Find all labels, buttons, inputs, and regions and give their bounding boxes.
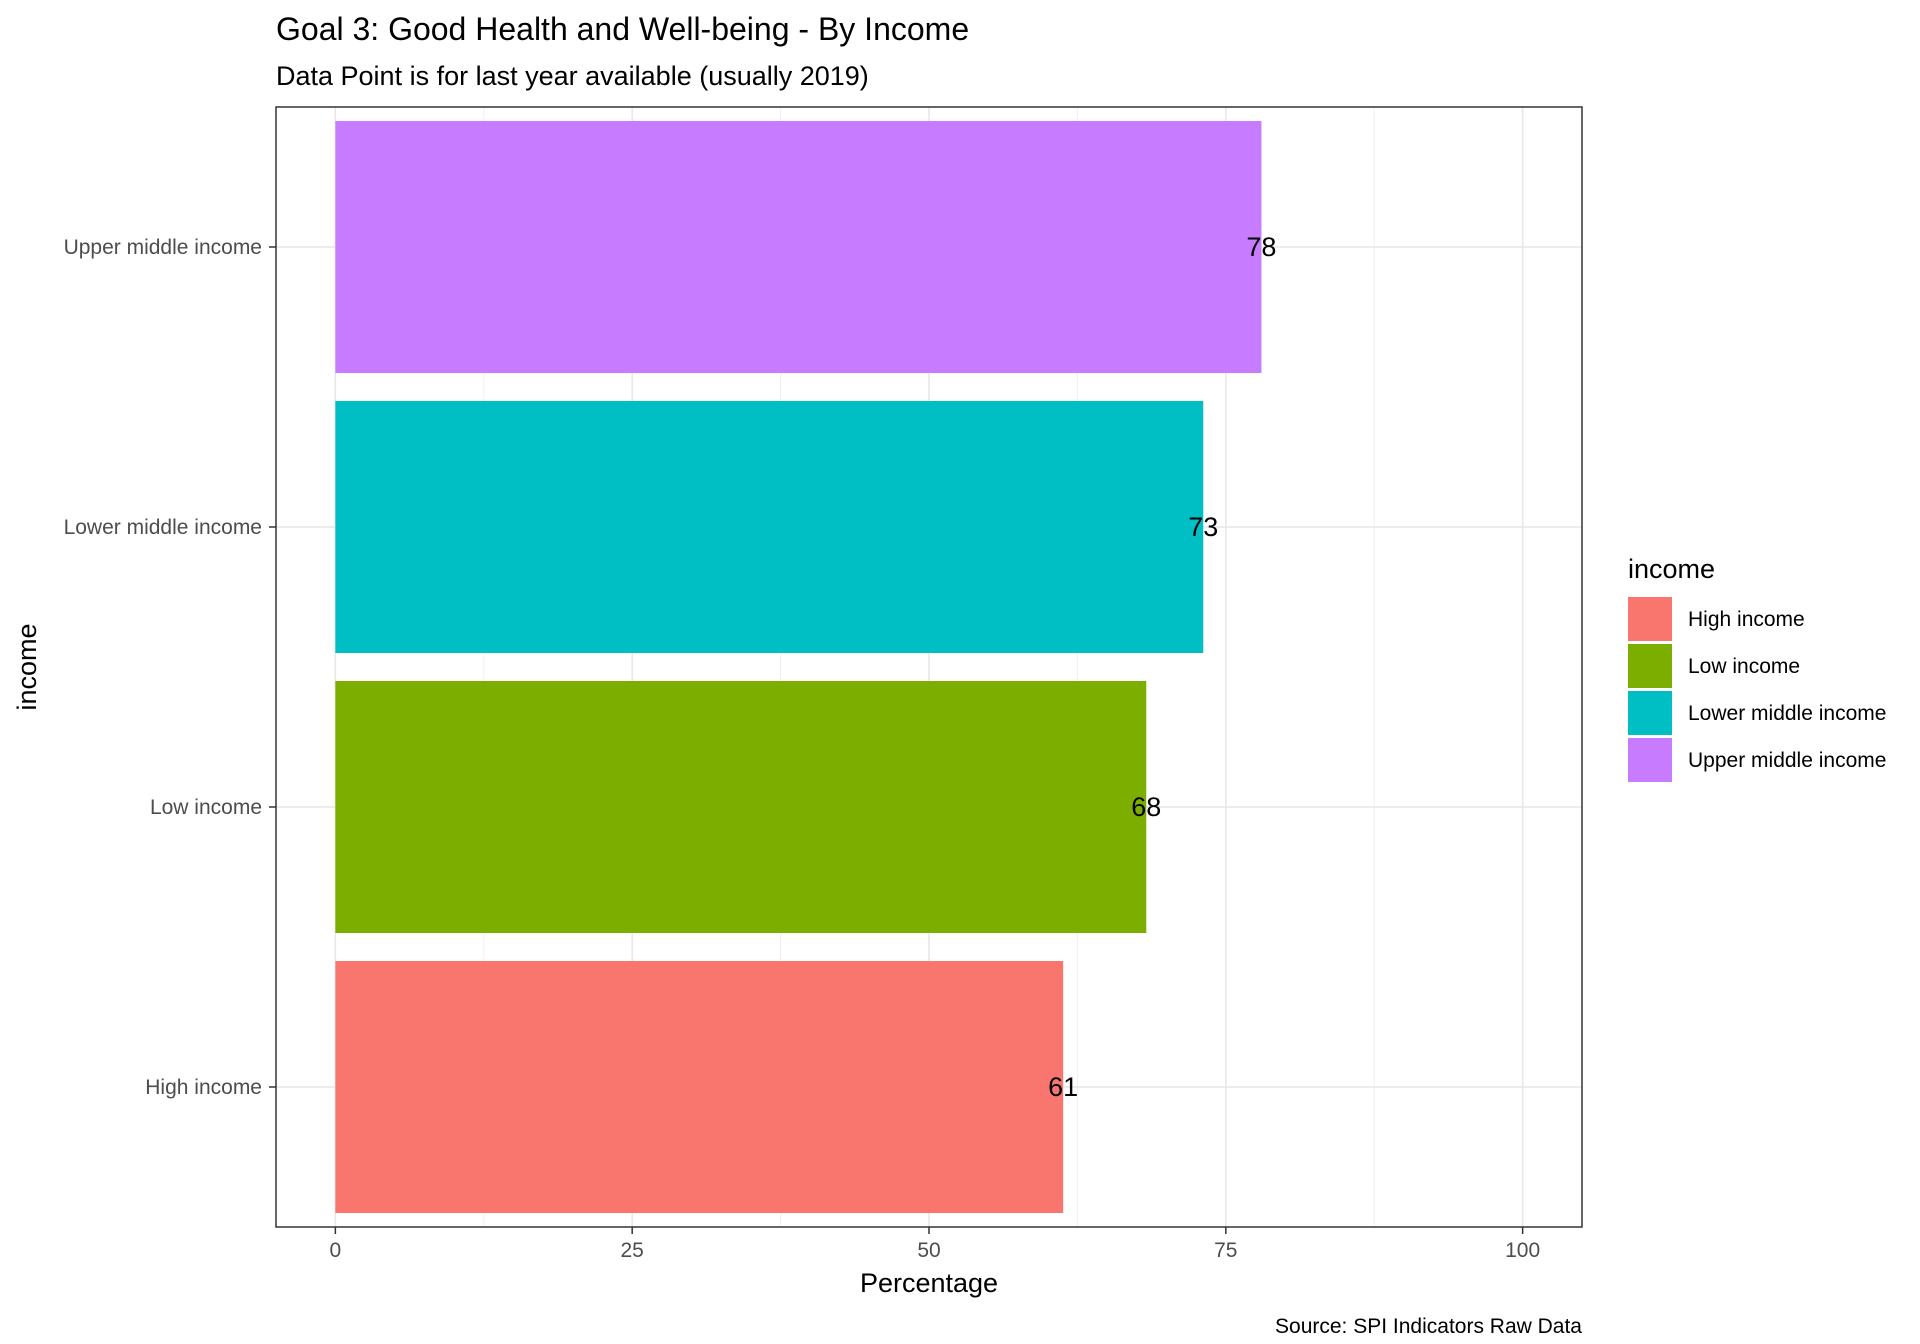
legend: income High income Low income Lower middle… [1628, 554, 1886, 782]
x-tick-label: 25 [621, 1239, 644, 1262]
chart-title: Goal 3: Good Health and Well-being - By … [276, 11, 969, 47]
legend-label: Upper middle income [1688, 749, 1886, 772]
bar [335, 121, 1262, 373]
y-tick-label: Low income [150, 796, 262, 819]
bar [335, 401, 1204, 653]
data-labels: 61 68 73 78 [1048, 232, 1276, 1102]
data-label: 68 [1131, 792, 1161, 822]
legend-label: High income [1688, 608, 1805, 631]
chart-subtitle: Data Point is for last year available (u… [276, 61, 869, 91]
y-tick-label: Upper middle income [64, 236, 262, 259]
legend-key [1628, 597, 1672, 641]
legend-key [1628, 691, 1672, 735]
legend-label: Low income [1688, 655, 1800, 678]
legend-title: income [1628, 554, 1715, 584]
legend-key [1628, 738, 1672, 782]
bars [335, 121, 1262, 1213]
data-label: 61 [1048, 1072, 1078, 1102]
y-axis-title: income [12, 623, 42, 710]
x-tick-label: 50 [917, 1239, 940, 1262]
axes: 0 25 50 75 100 High income Low income Lower mid… [64, 236, 1541, 1262]
bar [335, 681, 1147, 933]
legend-key [1628, 644, 1672, 688]
x-tick-label: 100 [1505, 1239, 1540, 1262]
bar [335, 961, 1064, 1213]
x-axis-title: Percentage [860, 1268, 998, 1298]
x-tick-label: 0 [330, 1239, 342, 1262]
y-tick-label: Lower middle income [64, 516, 262, 539]
data-label: 73 [1188, 512, 1218, 542]
y-tick-label: High income [145, 1076, 262, 1099]
x-tick-label: 75 [1214, 1239, 1237, 1262]
data-label: 78 [1246, 232, 1276, 262]
chart-caption: Source: SPI Indicators Raw Data [1275, 1315, 1582, 1338]
legend-label: Lower middle income [1688, 702, 1886, 725]
